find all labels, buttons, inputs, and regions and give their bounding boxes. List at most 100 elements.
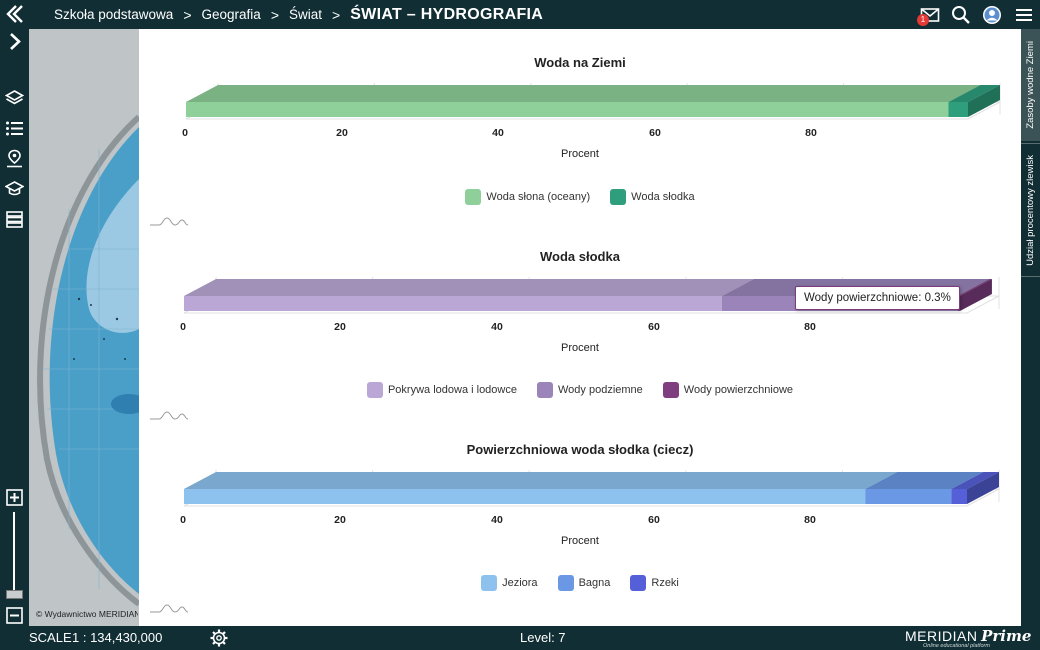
bar-segment (184, 489, 866, 504)
legend-label: Woda słodka (631, 191, 695, 203)
legend-swatch (465, 189, 482, 205)
logo-prime: Prime (981, 627, 1032, 645)
x-tick-label: 20 (336, 127, 348, 139)
back-icon[interactable] (6, 4, 24, 24)
legend-swatch (662, 382, 679, 398)
breadcrumb-item-subject[interactable]: Geografia (201, 7, 261, 22)
x-tick-label: 80 (804, 514, 816, 526)
x-tick-label: 0 (180, 321, 186, 333)
breadcrumb-separator: > (270, 6, 279, 23)
legend-item-lakes[interactable]: Jeziora (481, 575, 538, 591)
bar-segment (184, 296, 722, 311)
legend-swatch (481, 575, 498, 591)
bar-segment (186, 102, 949, 117)
bar-segment (865, 489, 952, 504)
x-tick-label: 40 (492, 127, 504, 139)
chart-title: Woda słodka (540, 249, 620, 264)
breadcrumb-item-world[interactable]: Świat (289, 7, 323, 22)
legend-item-salt-water[interactable]: Woda słona (oceany) (465, 189, 590, 205)
breadcrumb-separator: > (332, 6, 341, 23)
tab-water-resources[interactable]: Zasoby wodne Ziemi (1021, 29, 1040, 141)
scale-value: 1 : 134,430,000 (72, 630, 163, 645)
x-tick-label: 0 (180, 514, 186, 526)
legend-swatch (610, 189, 627, 205)
menu-icon[interactable] (1014, 5, 1034, 25)
legend-label: Woda słona (oceany) (486, 191, 591, 203)
breadcrumb: Szkoła podstawowa > Geografia > Świat > … (54, 0, 543, 29)
chart-credits-icon (150, 604, 189, 613)
zoom-level: Level: 7 (520, 630, 566, 645)
x-axis-label: Procent (561, 342, 599, 354)
x-tick-label: 80 (804, 321, 816, 333)
bar-segment (951, 489, 967, 504)
logo-text: MERIDIAN (905, 628, 978, 644)
legend-item-swamps[interactable]: Bagna (557, 575, 611, 591)
legend-label: Pokrywa lodowa i lodowce (387, 384, 517, 396)
bar-segment-top (865, 472, 984, 489)
bar-segment-side (967, 472, 999, 504)
map-view[interactable] (29, 29, 139, 626)
chart-legend: Woda słona (oceany) Woda słodka (139, 189, 1021, 205)
tab-label: Udział procentowy zlewisk (1025, 154, 1036, 266)
breadcrumb-item-school[interactable]: Szkoła podstawowa (54, 7, 174, 22)
chart-title: Powierzchniowa woda słodka (ciecz) (466, 442, 694, 457)
layers-icon[interactable] (5, 89, 24, 108)
page-title: ŚWIAT – HYDROGRAFIA (350, 5, 544, 23)
zoom-out-icon[interactable] (5, 606, 24, 625)
chevron-right-icon[interactable] (5, 32, 24, 51)
gear-icon[interactable] (210, 629, 228, 647)
legend-swatch (536, 382, 553, 398)
bar-segment-side (959, 279, 992, 311)
legend-label: Jeziora (502, 577, 538, 589)
legend-label: Bagna (578, 577, 611, 589)
chart-legend: Pokrywa lodowa i lodowce Wody podziemne … (139, 382, 1021, 398)
legend-item-groundwater[interactable]: Wody podziemne (536, 382, 643, 398)
user-icon[interactable] (982, 5, 1002, 25)
scale-label: SCALE (29, 630, 72, 645)
x-tick-label: 40 (491, 321, 503, 333)
top-bar: Szkoła podstawowa > Geografia > Świat > … (0, 0, 1040, 29)
tab-drainage-basins[interactable]: Udział procentowy zlewisk (1021, 143, 1040, 277)
bar-segment-top (951, 472, 999, 489)
chart-water-on-earth: Woda na Ziemi 0 20 40 60 80 Procent Woda… (139, 49, 1021, 239)
chart-credits-icon (150, 411, 189, 420)
meridian-logo: MERIDIAN Prime Online educational platfo… (905, 627, 1032, 649)
chart-panel: Woda na Ziemi 0 20 40 60 80 Procent Woda… (139, 29, 1021, 626)
bar-segment (948, 102, 968, 117)
graduation-cap-icon[interactable] (5, 179, 24, 198)
legend-item-ice[interactable]: Pokrywa lodowa i lodowce (366, 382, 517, 398)
world-map-image (29, 29, 139, 626)
chart-tooltip: Wody powierzchniowe: 0.3% (795, 286, 960, 310)
legend-swatch (557, 575, 574, 591)
tab-label: Zasoby wodne Ziemi (1025, 41, 1036, 129)
left-toolbar (0, 29, 29, 626)
bottom-status-bar: SCALE 1 : 134,430,000 Level: 7 MERIDIAN … (0, 626, 1040, 650)
bar-segment-top (184, 279, 754, 296)
x-tick-label: 60 (648, 514, 660, 526)
chart-legend: Jeziora Bagna Rzeki (139, 575, 1021, 591)
legend-label: Rzeki (651, 577, 679, 589)
map-pin-icon[interactable] (5, 149, 24, 168)
search-icon[interactable] (951, 5, 971, 25)
right-tab-bar: Zasoby wodne Ziemi Udział procentowy zle… (1021, 29, 1040, 626)
x-tick-label: 20 (334, 321, 346, 333)
legend-item-fresh-water[interactable]: Woda słodka (610, 189, 695, 205)
chart-title: Woda na Ziemi (534, 55, 626, 70)
legend-item-surface-water[interactable]: Wody powierzchniowe (662, 382, 794, 398)
zoom-in-icon[interactable] (5, 488, 24, 507)
map-copyright: © Wydawnictwo MERIDIAN (36, 609, 138, 619)
legend-label: Wody powierzchniowe (683, 384, 794, 396)
stack-icon[interactable] (5, 210, 24, 229)
zoom-slider-handle[interactable] (6, 590, 23, 599)
x-tick-label: 20 (334, 514, 346, 526)
logo-subtitle: Online educational platform (923, 643, 990, 649)
zoom-slider-track[interactable] (13, 512, 15, 592)
legend-item-rivers[interactable]: Rzeki (630, 575, 679, 591)
x-tick-label: 80 (805, 127, 817, 139)
chart-plot-area (183, 470, 1000, 507)
list-icon[interactable] (5, 119, 24, 138)
chart-surface-fresh-water: Powierzchniowa woda słodka (ciecz) 0 20 … (139, 436, 1021, 626)
chart-credits-icon (150, 217, 189, 226)
bar-segment-top (184, 472, 898, 489)
x-axis-label: Procent (561, 148, 599, 160)
